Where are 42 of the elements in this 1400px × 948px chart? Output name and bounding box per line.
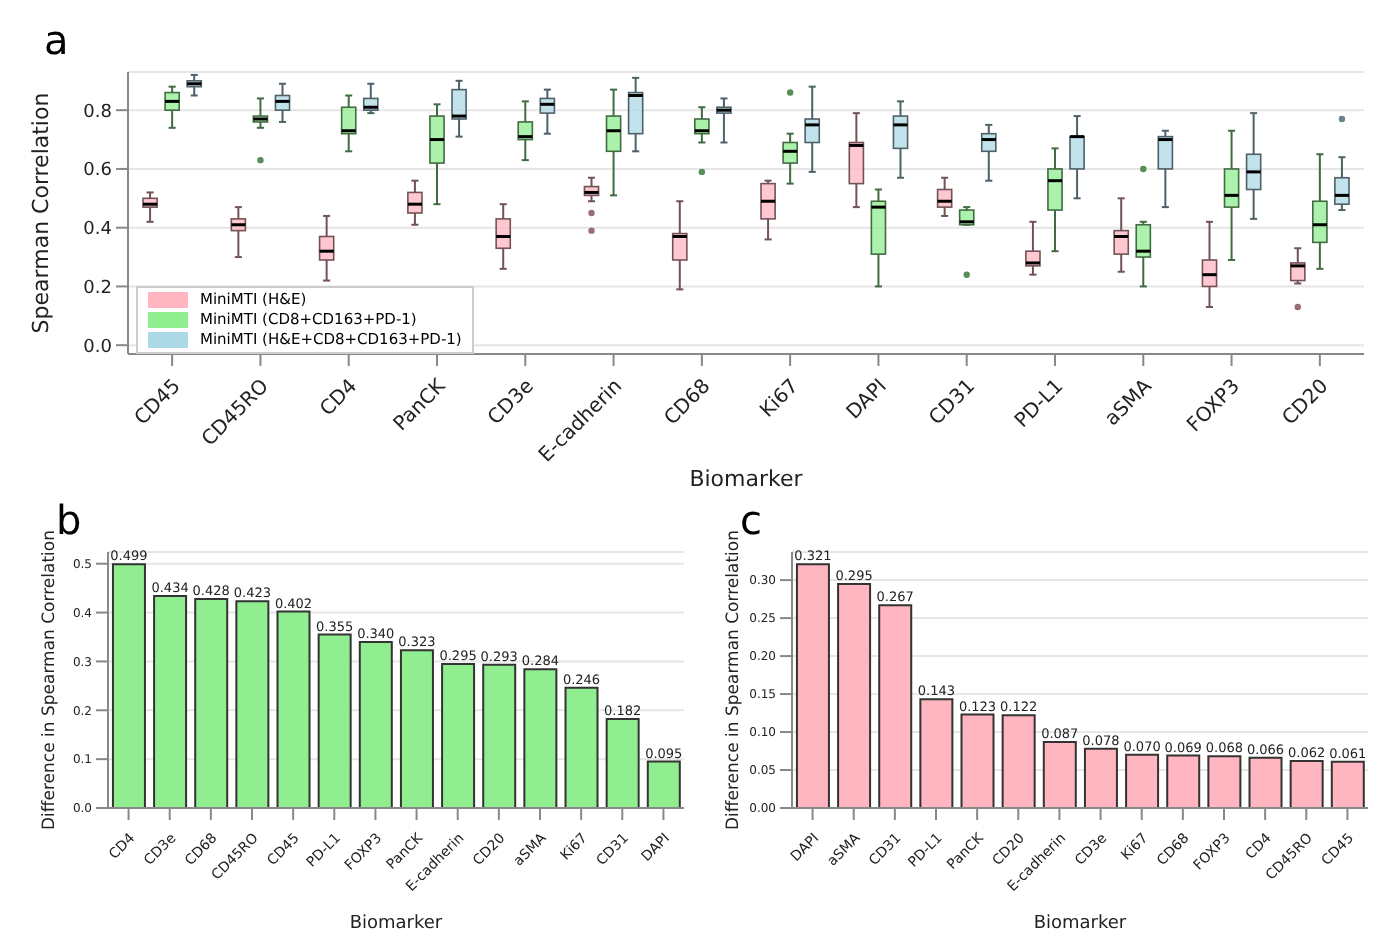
x-axis-title: Biomarker: [689, 466, 804, 492]
bar: [1248, 756, 1283, 808]
y-tick-label: 0.8: [83, 102, 113, 123]
bar: [523, 668, 558, 808]
y-tick-label: 0.6: [83, 161, 113, 182]
y-axis-title: Spearman Correlation: [27, 92, 54, 334]
y-tick-label: 0.4: [83, 220, 113, 241]
bar: [646, 760, 681, 808]
y-axis-title: Difference in Spearman Correlation: [724, 530, 745, 830]
bar: [605, 718, 640, 808]
y-tick-label: 0.0: [83, 337, 113, 358]
bar: [1042, 740, 1077, 808]
bar: [1083, 747, 1118, 808]
bar: [1289, 759, 1324, 808]
bar: [276, 610, 311, 808]
bar: [358, 640, 393, 808]
chart-title: a: [44, 16, 69, 64]
bar: [795, 563, 830, 808]
bar: [153, 594, 188, 808]
bar: [482, 663, 517, 808]
bar: [111, 563, 146, 808]
y-tick-label: 0.2: [83, 278, 112, 299]
bar: [399, 649, 434, 808]
bar: [1001, 714, 1036, 808]
bar: [441, 662, 476, 808]
bar: [235, 600, 270, 808]
bar: [960, 713, 995, 808]
chart-title: c: [740, 496, 762, 544]
x-axis-title: Biomarker: [1033, 914, 1127, 934]
bar: [194, 597, 229, 808]
bar: [317, 633, 352, 808]
bar: [1330, 760, 1365, 808]
bar: [837, 582, 872, 808]
chart-title: b: [56, 496, 82, 544]
y-axis-title: Difference in Spearman Correlation: [40, 530, 61, 830]
x-axis-title: Biomarker: [349, 914, 443, 934]
bar: [564, 686, 599, 808]
bar: [1166, 754, 1201, 808]
bar: [878, 604, 913, 808]
bar: [1125, 753, 1160, 808]
bar: [919, 698, 954, 808]
bar: [1207, 755, 1242, 808]
